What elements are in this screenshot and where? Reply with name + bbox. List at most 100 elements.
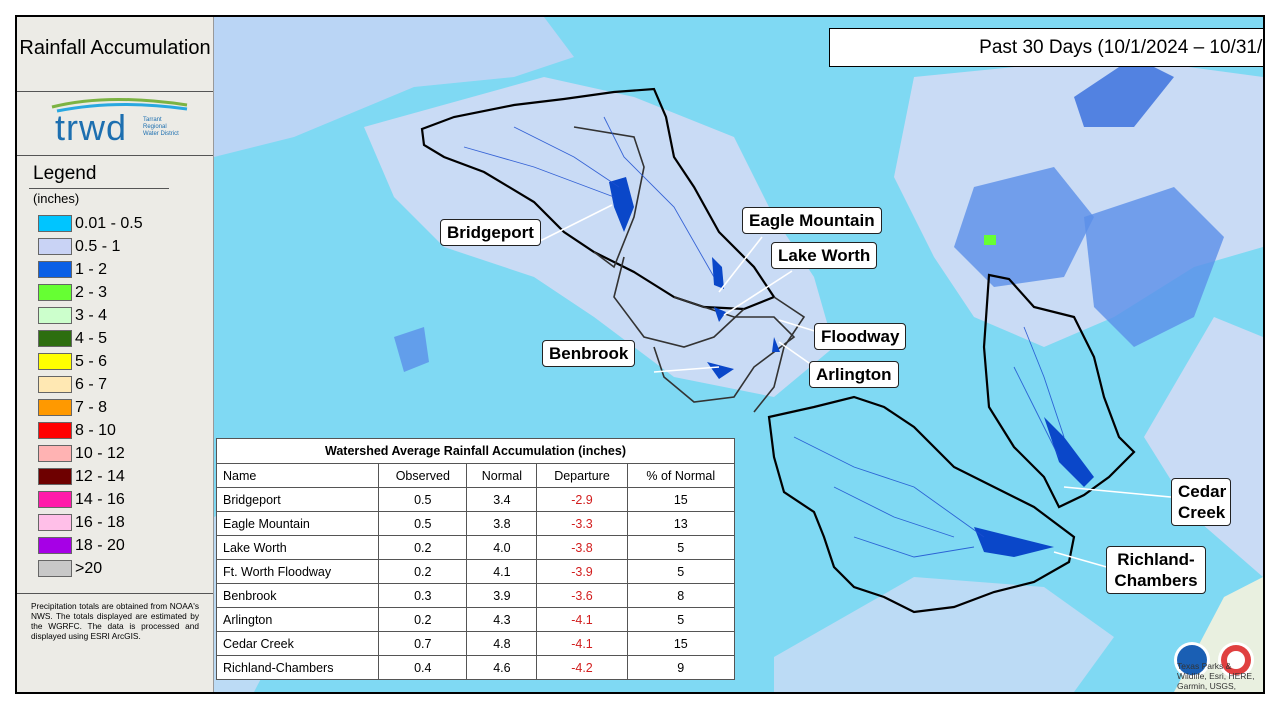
table-cell: 0.3 <box>378 583 468 608</box>
legend-swatch <box>38 445 72 462</box>
legend-label: 3 - 4 <box>75 306 108 324</box>
legend-item: 18 - 20 <box>38 534 143 557</box>
legend-item: 7 - 8 <box>38 396 143 419</box>
map-label: Bridgeport <box>440 219 541 246</box>
table-cell: 0.7 <box>378 631 468 656</box>
legend-swatch <box>38 307 72 324</box>
legend-item: 1 - 2 <box>38 258 143 281</box>
table-cell: Cedar Creek <box>215 631 380 656</box>
table-cell: 4.0 <box>466 535 538 560</box>
table-cell: 3.4 <box>466 487 538 512</box>
table-cell: Richland-Chambers <box>215 655 380 680</box>
map-label: Richland-Chambers <box>1106 546 1206 594</box>
legend-label: >20 <box>75 559 103 577</box>
table-row: Lake Worth 0.2 4.0 -3.8 5 <box>215 535 736 560</box>
divider <box>17 91 213 92</box>
legend-swatch <box>38 399 72 416</box>
legend-label: 12 - 14 <box>75 467 125 485</box>
logo-tagline: Tarrant Regional Water District <box>143 117 179 137</box>
table-cell: 15 <box>626 631 736 656</box>
legend-item: 8 - 10 <box>38 419 143 442</box>
table-cell: -4.2 <box>536 655 628 680</box>
table-cell: Lake Worth <box>215 535 380 560</box>
legend-swatch <box>38 284 72 301</box>
column-header: Departure <box>536 463 628 488</box>
legend-label: 5 - 6 <box>75 352 108 370</box>
table-cell: 0.2 <box>378 607 468 632</box>
table-cell: 15 <box>626 487 736 512</box>
legend: 0.01 - 0.5 0.5 - 1 1 - 2 2 - 3 3 - 4 4 - 5 5 -… <box>38 212 143 580</box>
table-cell: 9 <box>626 655 736 680</box>
logo: trwd Tarrant Regional Water District <box>47 95 197 155</box>
table-header: Name Observed Normal Departure% of Normal <box>215 463 736 488</box>
table-cell: 0.5 <box>378 511 468 536</box>
legend-swatch <box>38 330 72 347</box>
table-cell: 5 <box>626 607 736 632</box>
legend-item: 2 - 3 <box>38 281 143 304</box>
legend-swatch <box>38 215 72 232</box>
map-label: Floodway <box>814 323 907 350</box>
table-cell: Ft. Worth Floodway <box>215 559 380 584</box>
table-cell: -3.6 <box>536 583 628 608</box>
divider <box>29 188 169 189</box>
table-row: Richland-Chambers 0.4 4.6 -4.2 9 <box>215 655 736 680</box>
table-cell: 4.1 <box>466 559 538 584</box>
table-cell: 0.2 <box>378 535 468 560</box>
legend-swatch <box>38 537 72 554</box>
legend-label: 14 - 16 <box>75 490 125 508</box>
logo-swoosh <box>51 98 188 113</box>
table-cell: 0.2 <box>378 559 468 584</box>
map-label: Cedar Creek <box>1171 478 1231 526</box>
column-header: Name <box>215 463 380 488</box>
legend-swatch <box>38 261 72 278</box>
legend-swatch <box>38 238 72 255</box>
legend-item: 0.5 - 1 <box>38 235 143 258</box>
legend-label: 4 - 5 <box>75 329 108 347</box>
legend-item: 5 - 6 <box>38 350 143 373</box>
divider <box>17 155 213 156</box>
attribution: Texas Parks & Wildlife, Esri, HERE, Garm… <box>1177 661 1255 691</box>
legend-label: 6 - 7 <box>75 375 108 393</box>
table-row: Cedar Creek 0.7 4.8 -4.1 15 <box>215 631 736 656</box>
table-cell: -3.3 <box>536 511 628 536</box>
table-cell: 3.8 <box>466 511 538 536</box>
legend-item: 3 - 4 <box>38 304 143 327</box>
divider <box>17 593 213 594</box>
column-header: Normal <box>466 463 538 488</box>
table-cell: 5 <box>626 559 736 584</box>
note: Precipitation totals are obtained from N… <box>31 601 199 641</box>
legend-label: 2 - 3 <box>75 283 108 301</box>
table-cell: 3.9 <box>466 583 538 608</box>
table-cell: 4.3 <box>466 607 538 632</box>
legend-label: 7 - 8 <box>75 398 108 416</box>
legend-swatch <box>38 468 72 485</box>
legend-item: >20 <box>38 557 143 580</box>
table-cell: 8 <box>626 583 736 608</box>
frame: Past 30 Days (10/1/2024 – 10/31/2024) Br… <box>15 15 1265 694</box>
table-row: Bridgeport 0.5 3.4 -2.9 15 <box>215 487 736 512</box>
legend-label: 0.5 - 1 <box>75 237 121 255</box>
legend-item: 12 - 14 <box>38 465 143 488</box>
table-cell: -4.1 <box>536 631 628 656</box>
table-row: Ft. Worth Floodway 0.2 4.1 -3.9 5 <box>215 559 736 584</box>
legend-swatch <box>38 376 72 393</box>
table-cell: -4.1 <box>536 607 628 632</box>
table-cell: Arlington <box>215 607 380 632</box>
legend-swatch <box>38 491 72 508</box>
legend-swatch <box>38 514 72 531</box>
period-title: Past 30 Days (10/1/2024 – 10/31/2024) <box>829 28 1263 67</box>
legend-item: 14 - 16 <box>38 488 143 511</box>
table-cell: 4.8 <box>466 631 538 656</box>
column-header: Observed <box>378 463 468 488</box>
legend-swatch <box>38 560 72 577</box>
legend-swatch <box>38 422 72 439</box>
legend-label: 8 - 10 <box>75 421 116 439</box>
legend-label: 18 - 20 <box>75 536 125 554</box>
table-row: Eagle Mountain 0.5 3.8 -3.3 13 <box>215 511 736 536</box>
table-cell: -3.8 <box>536 535 628 560</box>
legend-label: 16 - 18 <box>75 513 125 531</box>
table-cell: Eagle Mountain <box>215 511 380 536</box>
legend-label: 1 - 2 <box>75 260 108 278</box>
table-cell: -2.9 <box>536 487 628 512</box>
